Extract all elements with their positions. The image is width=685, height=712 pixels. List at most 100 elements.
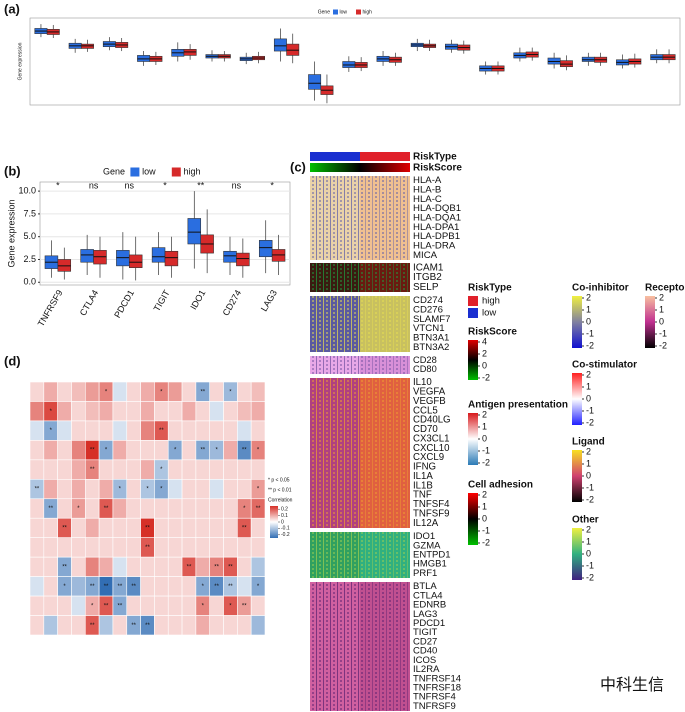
corr-cell [154,401,169,422]
corr-cell [126,401,141,422]
corr-cell [181,420,197,441]
corr-cell [43,381,58,402]
significance-label: ** [90,584,95,590]
corr-cell [126,381,141,402]
colorbar-label: 2 [482,489,487,499]
corr-cell [126,556,141,577]
significance-label: ** [242,526,247,532]
significance-label: ** [187,564,192,570]
corr-cell [237,615,252,636]
row-label: BTLA [413,581,437,592]
significance-label: * [257,487,260,493]
corr-cell [154,517,169,538]
row-label: TNFSF4 [413,499,450,510]
row-label: HLA-DPB1 [413,231,460,242]
significance-label: ** [200,389,205,395]
risk-type-bar [310,152,360,161]
colorbar [572,528,582,580]
corr-cell [84,498,100,519]
significance-label: * [163,180,167,190]
y-tick-label: 7.5 [23,208,36,218]
significance-label: * [270,180,274,190]
significance-label: ** [228,564,233,570]
row-label: SLAMF7 [413,314,450,325]
significance-label: ** [104,603,109,609]
corr-cell [57,459,72,480]
heatmap-block [310,532,360,578]
corr-cell [57,537,72,558]
legend-swatch [468,296,478,306]
corr-cell [167,556,183,577]
significance-label: ** [48,506,53,512]
significance-label: * [160,389,163,395]
colorbar-label: 0.1 [281,513,288,519]
corr-cell [195,479,211,500]
corr-cell [57,401,72,422]
corr-cell [126,479,141,500]
corr-cell [71,517,86,538]
corr-cell [237,537,252,558]
corr-cell [98,556,114,577]
corr-cell [29,381,45,402]
corr-cell [43,576,58,597]
panel-label: (a) [4,1,20,16]
corr-cell [98,459,114,480]
colorbar-label: -1 [586,482,594,492]
corr-cell [112,381,128,402]
box [151,247,166,263]
significance-label: ** [131,623,136,629]
row-label: TNF [413,490,432,501]
row-label: CD40LG [413,415,451,426]
corr-cell [84,401,100,422]
corr-cell [209,420,224,441]
significance-label: ** [62,526,67,532]
row-label: TNFRSF14 [413,673,461,684]
corr-cell [209,595,224,616]
corr-cell [71,615,86,636]
y-axis-title: Gene expression [6,199,16,267]
row-label: IL10 [413,377,432,388]
corr-cell [57,615,72,636]
corr-cell [43,440,58,461]
significance-label: * [229,603,232,609]
annotation-label: RiskType [413,152,457,163]
significance-label: * [215,448,218,454]
row-label: TNFRSF18 [413,682,461,693]
row-label: TNFRSF4 [413,692,456,703]
legend-label: high [363,9,373,15]
heatmap-block [310,296,360,352]
row-label: ITGB2 [413,272,442,283]
significance-label: ns [89,180,99,190]
annotation-label: RiskScore [413,163,462,174]
row-label: GZMA [413,540,441,551]
colorbar-label: 1 [586,536,591,546]
corr-cell [140,381,155,402]
significance-label: ** [104,506,109,512]
legend-title: RiskScore [468,327,517,338]
legend-swatch [468,308,478,318]
significance-label: * [202,603,205,609]
corr-cell [71,556,86,577]
corr-cell [167,498,183,519]
significance-label: * [160,467,163,473]
corr-cell [112,440,128,461]
corr-cell [154,498,169,519]
row-label: PDCD1 [413,618,445,629]
corr-cell [84,381,100,402]
colorbar-label: 0 [482,513,487,523]
corr-cell [98,517,114,538]
significance-label: ns [125,180,135,190]
corr-cell [195,459,211,480]
box [164,250,179,267]
colorbar-label: -2 [659,340,667,350]
corr-cell [223,498,238,519]
colorbar-label: -2 [586,494,594,504]
corr-cell [98,401,114,422]
corr-cell [167,615,183,636]
corr-cell [84,517,100,538]
row-label: HLA-A [413,175,442,186]
corr-cell [140,595,155,616]
colorbar [468,340,478,380]
corr-cell [181,440,197,461]
significance-label: ** [145,526,150,532]
